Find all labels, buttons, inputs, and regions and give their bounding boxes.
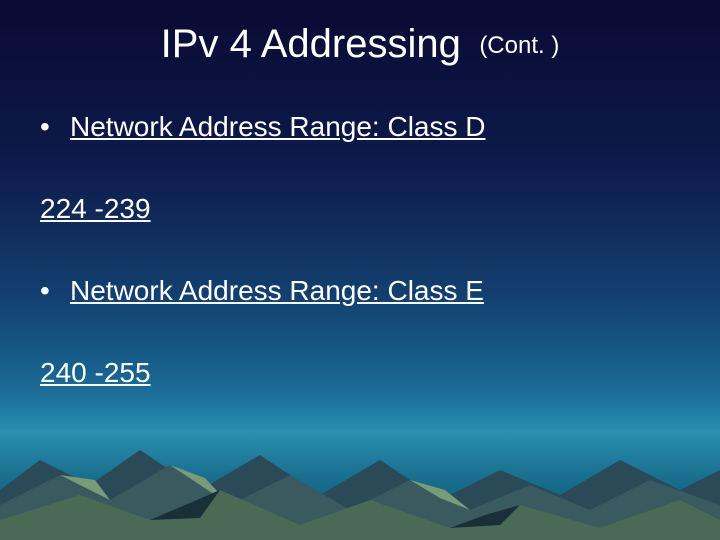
slide-title: IPv 4 Addressing — [161, 22, 461, 66]
title-row: IPv 4 Addressing (Cont. ) — [0, 22, 720, 67]
slide: IPv 4 Addressing (Cont. ) • Network Addr… — [0, 0, 720, 540]
body-line: 240 -255 — [40, 356, 680, 390]
slide-body: • Network Address Range: Class D 224 -23… — [40, 110, 680, 438]
body-line: 224 -239 — [40, 192, 680, 226]
bullet-marker: • — [40, 110, 70, 144]
bullet-item: • Network Address Range: Class D — [40, 110, 680, 144]
slide-subtitle: (Cont. ) — [479, 32, 559, 59]
bullet-text: Network Address Range: Class E — [70, 274, 484, 308]
bullet-item: • Network Address Range: Class E — [40, 274, 680, 308]
bullet-marker: • — [40, 274, 70, 308]
bullet-text: Network Address Range: Class D — [70, 110, 486, 144]
